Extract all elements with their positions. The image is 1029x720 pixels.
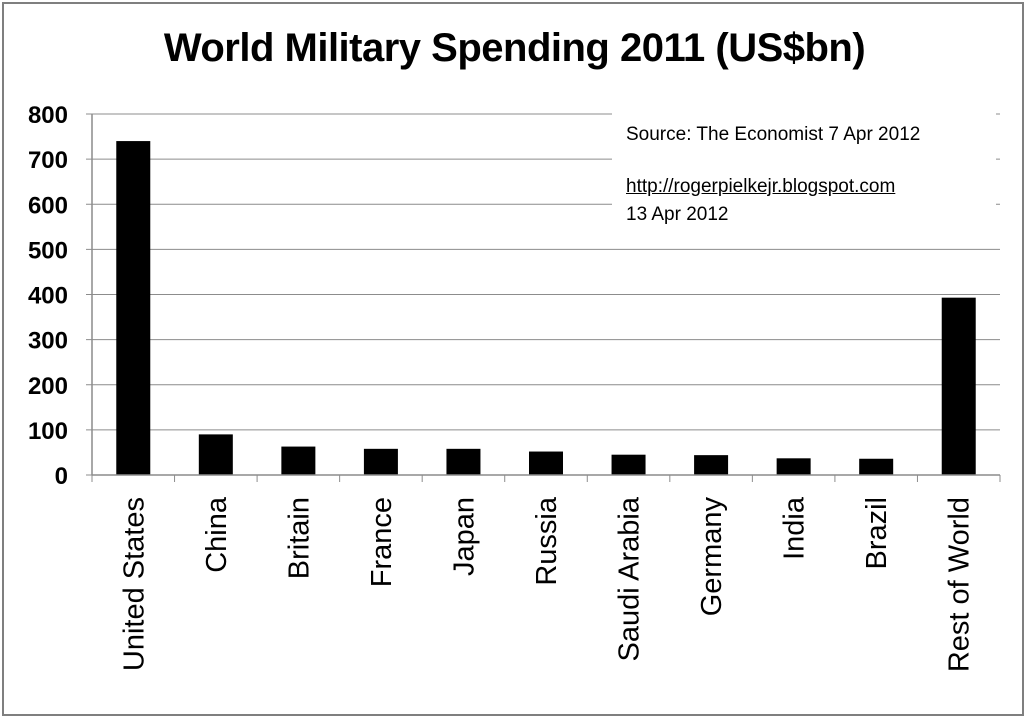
x-tick-label: France [366,497,398,587]
chart-title: World Military Spending 2011 (US$bn) [163,26,866,70]
bar [198,434,233,475]
blog-link[interactable]: http://rogerpielkejr.blogspot.com [626,176,896,197]
y-tick-label: 500 [28,237,68,264]
annotation-date: 13 Apr 2012 [626,204,729,225]
annotation-box: Source: The Economist 7 Apr 2012 http://… [612,112,996,240]
source-note: Source: The Economist 7 Apr 2012 [626,124,921,145]
bar [529,451,563,475]
bar [941,297,976,475]
bar [776,458,811,475]
y-tick-label: 600 [28,192,68,219]
bar [116,141,151,475]
bar [281,446,316,475]
x-tick-label: Russia [531,496,563,586]
y-tick-label: 300 [28,328,68,355]
y-tick-labels: 0 100 200 300 400 500 600 700 800 [28,102,68,490]
x-tick-labels: United States China Britain France Japan Russ… [118,496,975,672]
bar [446,448,481,475]
bar [363,448,398,475]
y-tick-label: 700 [28,147,68,174]
bar [611,454,646,475]
x-tick-label: Germany [696,497,728,617]
bar [694,455,729,475]
y-tick-label: 0 [55,463,68,490]
x-tick-label: Brazil [861,497,893,570]
y-tick-label: 100 [28,418,68,445]
x-tick-label: Japan [448,497,480,576]
x-tick-label: Rest of World [944,497,976,672]
x-tick-label: India [779,496,811,560]
bar [859,458,894,475]
x-tick-label: Britain [283,497,315,579]
x-tick-label: Saudi Arabia [614,496,646,661]
x-tick-label: China [201,496,233,573]
y-tick-label: 400 [28,283,68,310]
bars-layer [116,141,976,475]
y-tick-label: 200 [28,373,68,400]
x-tick-label: United States [118,497,150,671]
axis-layer [86,113,1001,482]
y-tick-label: 800 [28,102,68,129]
